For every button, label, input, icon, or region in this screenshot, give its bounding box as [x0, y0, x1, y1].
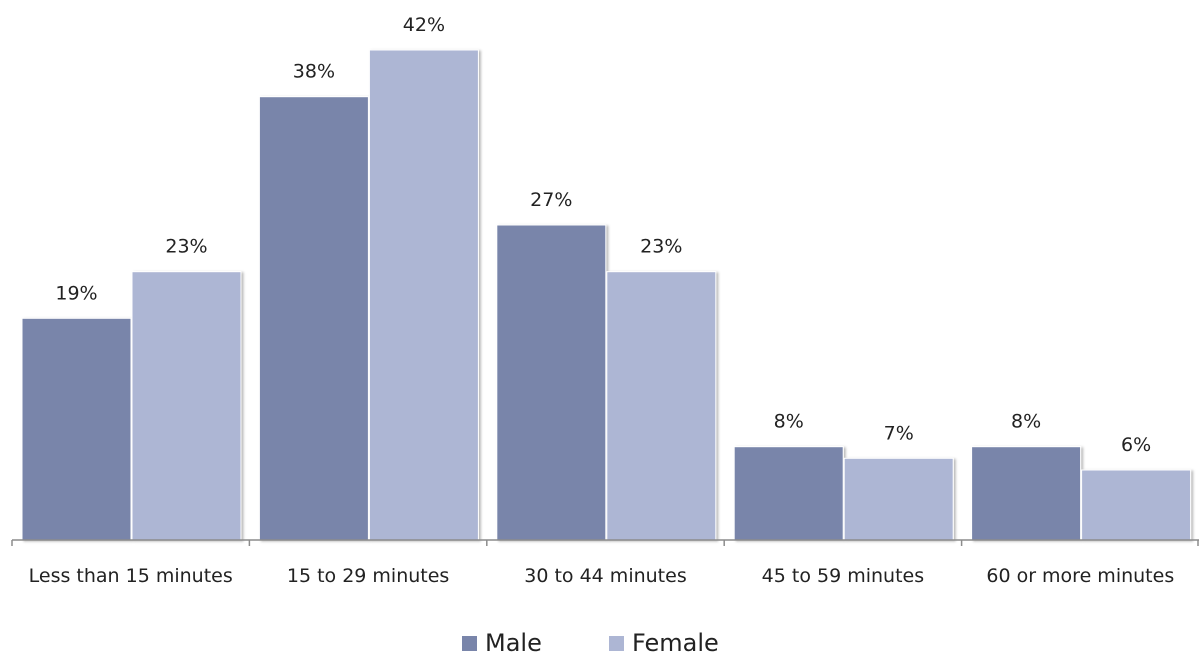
bar-female-45-to-59-minutes	[843, 457, 954, 541]
data-label-male-15-to-29-minutes: 38%	[293, 61, 335, 83]
legend-swatch-male	[462, 636, 477, 651]
data-label-female-less-than-15-minutes: 23%	[165, 236, 207, 258]
bar-female-30-to-44-minutes	[606, 271, 717, 541]
legend-label-male: Male	[485, 629, 542, 657]
legend-label-female: Female	[632, 629, 719, 657]
data-labels-group: 19% 23% 38% 42% 27% 23% 8% 7% 8% 6%	[55, 14, 1151, 456]
x-tick-label-15-to-29-minutes: 15 to 29 minutes	[287, 565, 449, 587]
data-label-female-60-or-more-minutes: 6%	[1121, 434, 1151, 456]
legend-swatch-female	[609, 636, 624, 651]
bar-male-60-or-more-minutes	[971, 446, 1082, 541]
x-axis: Less than 15 minutes 15 to 29 minutes 30 t…	[11, 539, 1199, 587]
bar-male-less-than-15-minutes	[21, 317, 132, 541]
bar-female-60-or-more-minutes	[1081, 469, 1192, 541]
x-tick-label-less-than-15-minutes: Less than 15 minutes	[29, 565, 233, 587]
x-tick-label-45-to-59-minutes: 45 to 59 minutes	[762, 565, 924, 587]
data-label-male-45-to-59-minutes: 8%	[774, 411, 804, 433]
x-tick-label-30-to-44-minutes: 30 to 44 minutes	[524, 565, 686, 587]
data-label-male-less-than-15-minutes: 19%	[55, 282, 97, 304]
bar-male-15-to-29-minutes	[258, 96, 369, 541]
legend: Male Female	[462, 629, 719, 657]
bars-group	[21, 49, 1192, 541]
data-label-male-60-or-more-minutes: 8%	[1011, 411, 1041, 433]
data-label-female-45-to-59-minutes: 7%	[884, 422, 914, 444]
x-tick-label-60-or-more-minutes: 60 or more minutes	[986, 565, 1174, 587]
bar-male-45-to-59-minutes	[733, 446, 844, 541]
bar-female-15-to-29-minutes	[368, 49, 479, 541]
data-label-female-15-to-29-minutes: 42%	[403, 14, 445, 36]
bar-female-less-than-15-minutes	[131, 271, 242, 541]
data-label-female-30-to-44-minutes: 23%	[640, 236, 682, 258]
data-label-male-30-to-44-minutes: 27%	[530, 189, 572, 211]
bar-male-30-to-44-minutes	[496, 224, 607, 541]
